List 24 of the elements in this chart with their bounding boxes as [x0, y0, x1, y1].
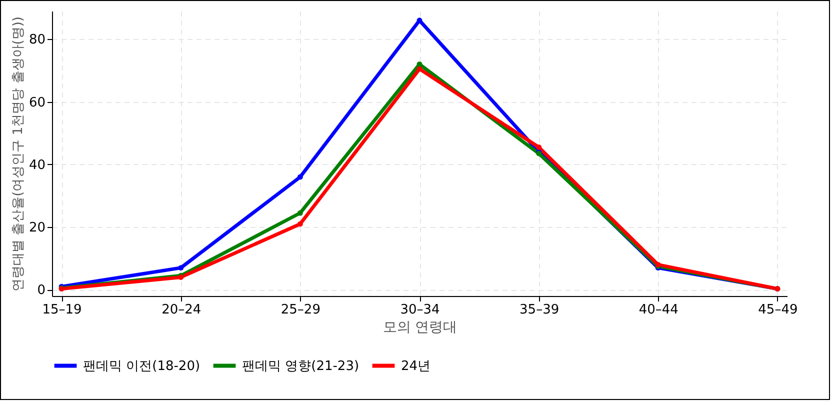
- y-tick-label: 80: [28, 32, 46, 48]
- x-tick-label: 30–34: [400, 302, 440, 318]
- point: [178, 265, 184, 271]
- point: [297, 221, 303, 227]
- x-tick-label: 35–39: [520, 302, 560, 318]
- legend-label: 팬데믹 영향(21-23): [242, 358, 360, 374]
- legend-label: 팬데믹 이전(18-20): [83, 358, 200, 374]
- point: [297, 174, 303, 180]
- point: [297, 210, 303, 216]
- y-axis-title: 연령대별 출산율(여성인구 1천명당 출생아(명)): [10, 16, 26, 292]
- point: [416, 18, 422, 24]
- x-axis-title: 모의 연령대: [382, 320, 458, 336]
- x-tick-label: 15–19: [42, 302, 82, 318]
- point: [416, 66, 422, 72]
- y-tick-label: 0: [37, 283, 46, 298]
- y-tick-label: 60: [28, 95, 46, 110]
- point: [536, 144, 542, 150]
- x-tick-label: 40–44: [638, 302, 678, 318]
- legend-label: 24년: [401, 358, 431, 374]
- y-tick-label: 20: [28, 220, 46, 236]
- x-tick-label: 25–29: [280, 302, 320, 318]
- y-tick-label: 40: [28, 158, 46, 173]
- x-tick-label: 20–24: [162, 302, 202, 318]
- x-tick-label: 45–49: [758, 302, 798, 318]
